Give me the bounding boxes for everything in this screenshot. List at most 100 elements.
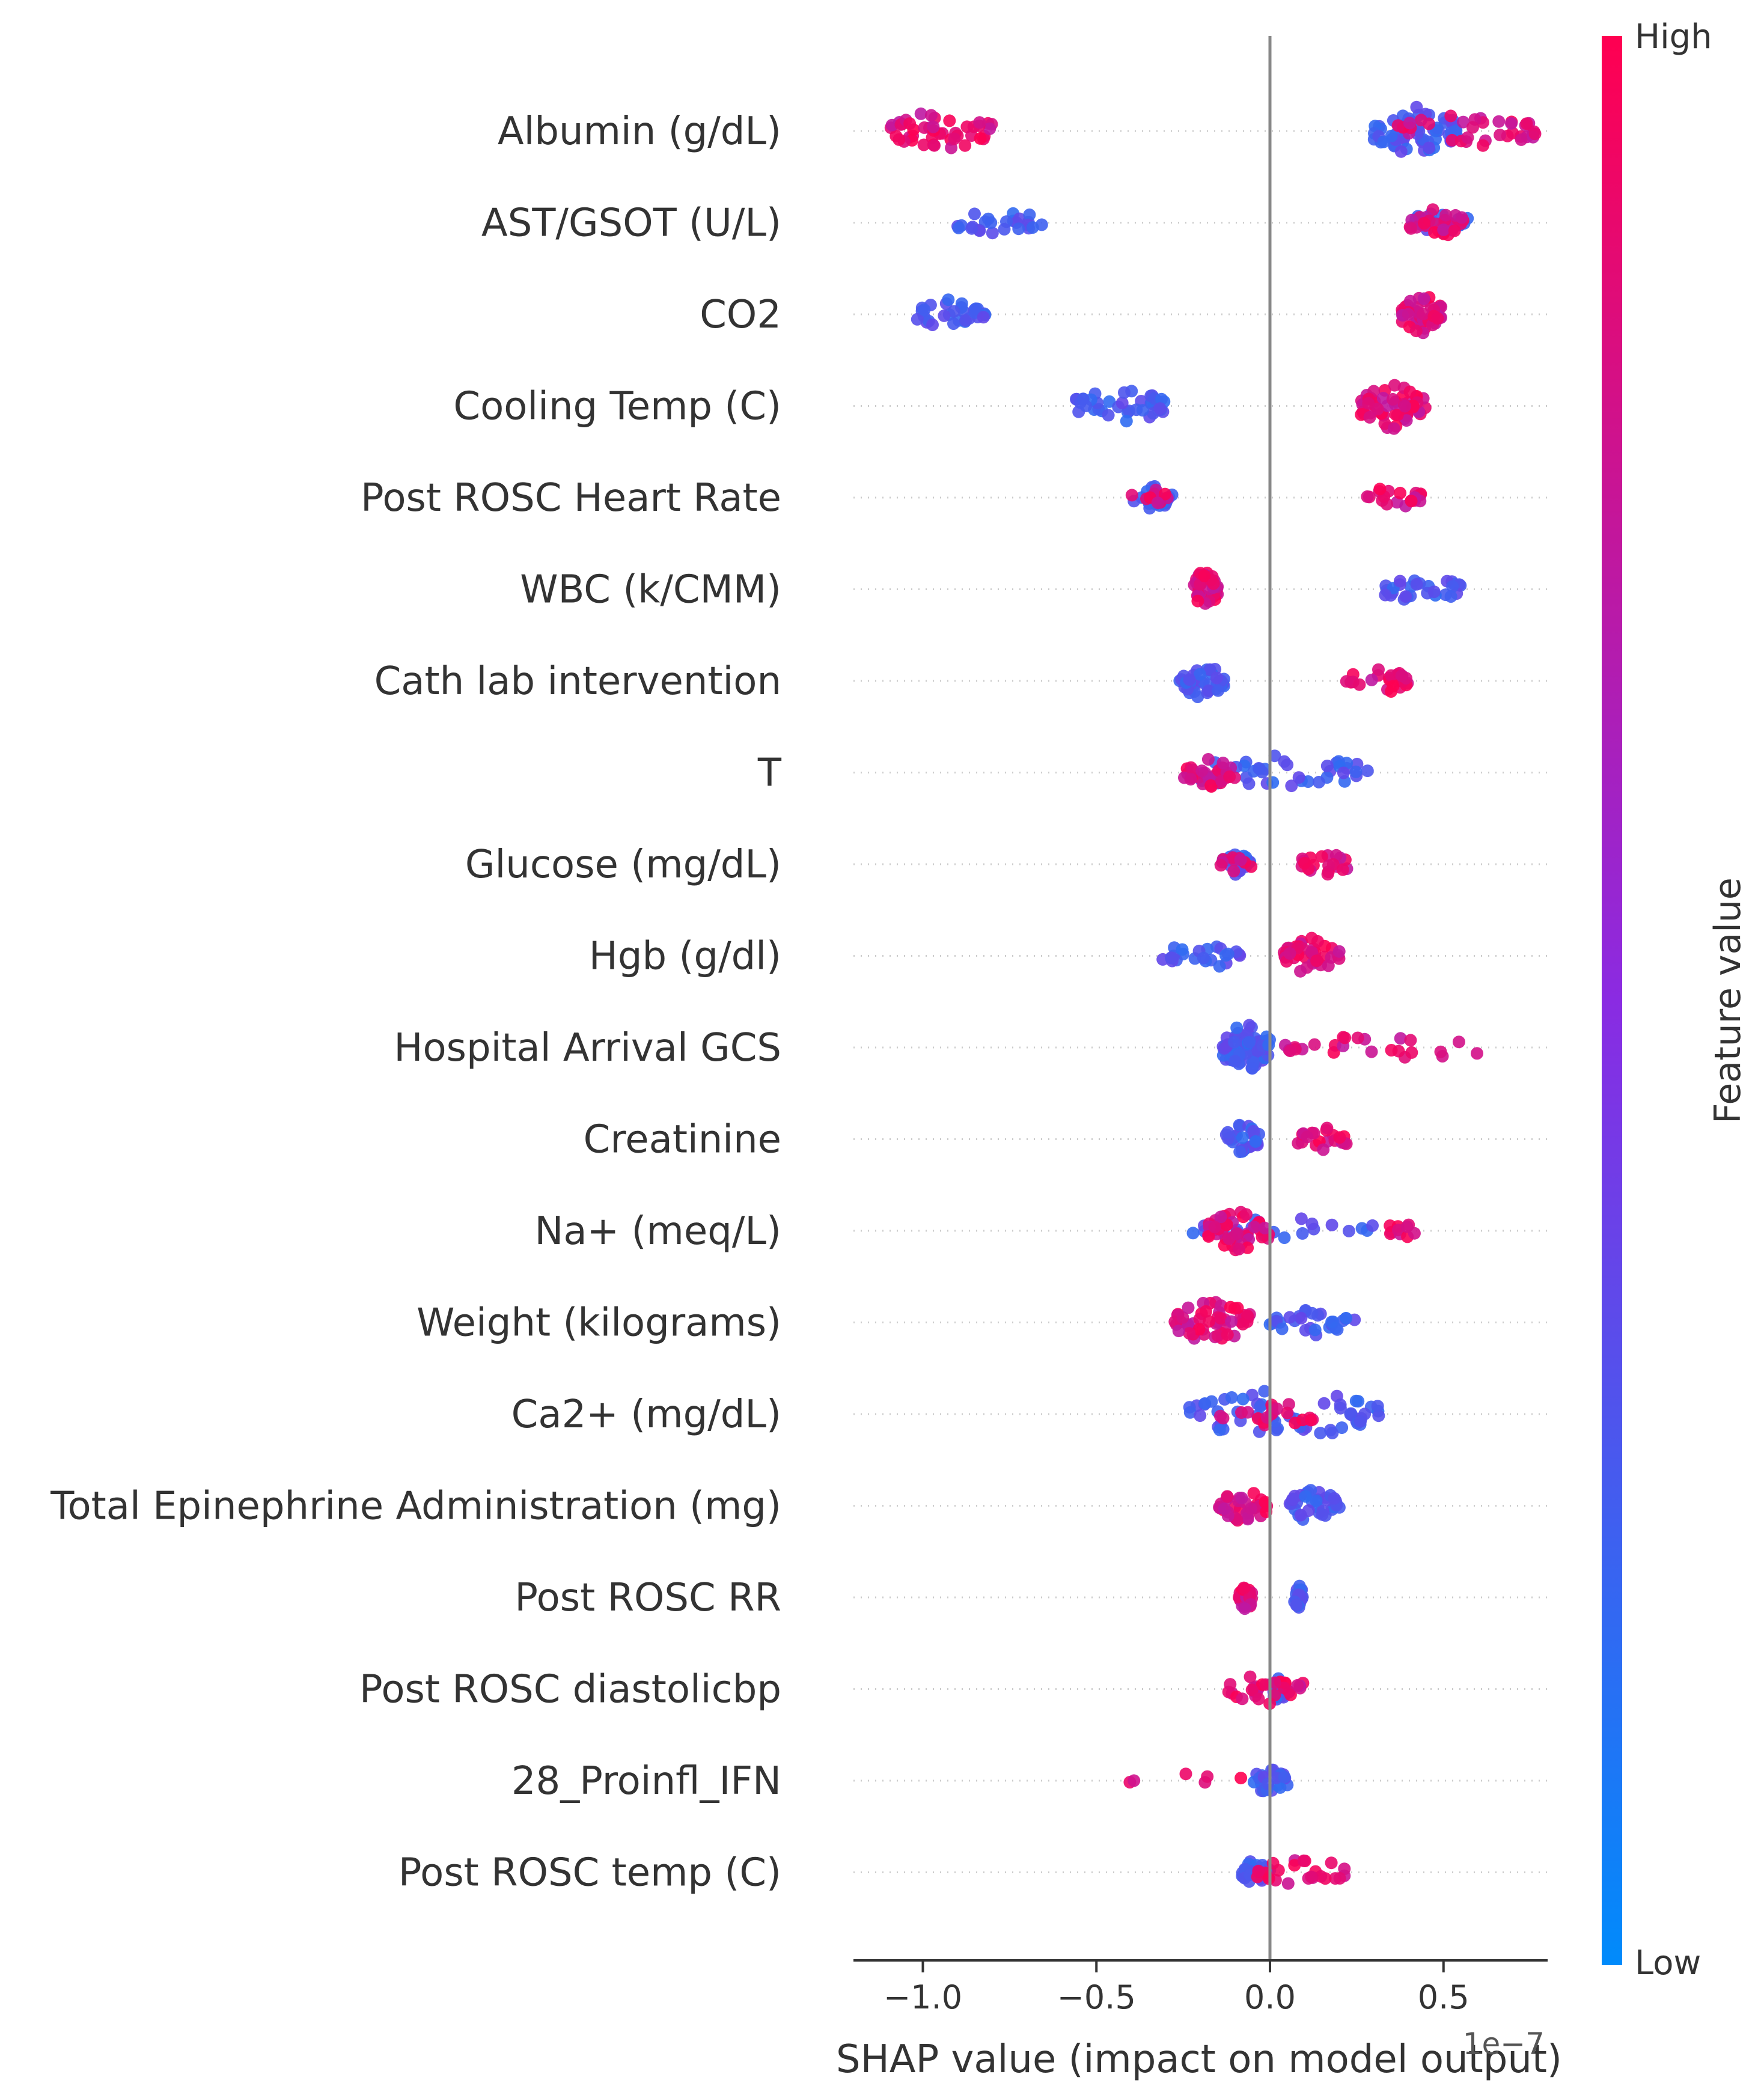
shap-point [1216,757,1230,770]
shap-point [1299,1490,1312,1503]
feature-label: AST/GSOT (U/L) [481,201,781,246]
feature-label: Hgb (g/dl) [589,935,781,979]
shap-point [1253,762,1266,775]
shap-point [1213,1423,1226,1436]
shap-point [1236,1392,1250,1406]
shap-point [1336,863,1349,876]
colorbar-high-label: High [1635,17,1712,56]
shap-point [965,222,978,235]
shap-point [973,116,986,129]
shap-point [1218,1502,1231,1516]
shap-point [974,132,987,145]
colorbar-low-label: Low [1635,1944,1701,1983]
shap-point [1520,117,1533,130]
shap-point [942,293,955,306]
shap-point [1244,1670,1257,1683]
shap-point [1301,1130,1314,1144]
shap-point [1183,673,1196,686]
feature-label: Glucose (mg/dL) [465,843,781,887]
shap-point [1201,1770,1214,1783]
shap-point [1386,392,1399,406]
shap-point [1417,292,1430,305]
shap-point [1235,1492,1248,1505]
shap-point [1211,1329,1224,1342]
shap-point [928,139,941,152]
shap-point [1403,117,1416,130]
shap-point [1212,684,1225,697]
shap-point [986,227,999,240]
shap-point [1258,1385,1271,1398]
shap-point [1291,1679,1304,1692]
shap-point [1320,760,1334,772]
shap-point [1241,1309,1254,1322]
shap-point [1236,1692,1249,1706]
shap-point [1214,1311,1227,1325]
feature-label: 28_Proinfl_IFN [511,1759,781,1804]
shap-point [1076,392,1090,406]
shap-point [977,311,990,324]
shap-point [1290,1599,1303,1612]
x-tick-label: 0.5 [1418,1978,1469,2016]
shap-point [1254,1400,1267,1413]
shap-point [1191,594,1204,608]
shap-point [983,122,996,135]
shap-point [984,216,998,229]
shap-point [1444,590,1457,603]
shap-point [1248,1221,1261,1234]
shap-point [1304,1413,1317,1427]
shap-point [1405,1046,1418,1059]
shap-point [1312,775,1325,788]
shap-point [1385,685,1397,698]
shap-point [1332,945,1346,958]
shap-point [1391,119,1405,132]
shap-point [1349,1394,1363,1407]
shap-point [1315,850,1328,863]
x-axis-offset-label: 1e−7 [1463,2026,1545,2061]
feature-label: Cath lab intervention [374,659,781,704]
feature-label: T [757,751,782,796]
shap-point [926,319,939,331]
shap-point [1363,410,1376,424]
shap-point [1342,1224,1355,1237]
shap-point [1252,1864,1265,1877]
beeswarm-points [884,100,1542,1890]
shap-point [1385,1044,1398,1057]
x-tick-label: −0.5 [1057,1978,1136,2016]
shap-point [1247,1487,1260,1500]
shap-point [952,221,965,234]
shap-point [1325,1316,1338,1329]
shap-point [1316,1508,1329,1521]
shap-point [1165,951,1179,965]
shap-point [1192,1323,1206,1336]
shap-point [1242,777,1256,790]
shap-point [1246,1062,1259,1075]
shap-point [1399,590,1412,603]
shap-point [1281,1877,1295,1890]
shap-point [1373,483,1387,496]
shap-point [903,117,917,130]
shap-point [947,305,960,318]
shap-point [1353,678,1366,691]
shap-point [1231,1227,1244,1240]
shap-point [1446,580,1459,593]
feature-label: Post ROSC RR [514,1576,781,1620]
shap-point [1205,1395,1218,1408]
shap-point [1361,490,1374,503]
shap-point [1234,1772,1248,1785]
shap-point [1385,129,1398,142]
shap-point [1403,385,1417,398]
shap-point [1371,403,1384,416]
shap-point [1203,1315,1216,1328]
shap-point [1247,1124,1260,1138]
shap-point [1214,859,1227,872]
shap-point [1305,1870,1318,1883]
shap-point [1179,1767,1192,1781]
shap-point [1292,771,1305,784]
x-tick-label: 0.0 [1244,1978,1296,2016]
shap-point [1215,1299,1228,1313]
shap-point [1155,392,1168,406]
feature-label: Total Epinephrine Administration (mg) [50,1484,781,1529]
shap-point [1450,124,1463,137]
shap-point [1349,765,1363,778]
